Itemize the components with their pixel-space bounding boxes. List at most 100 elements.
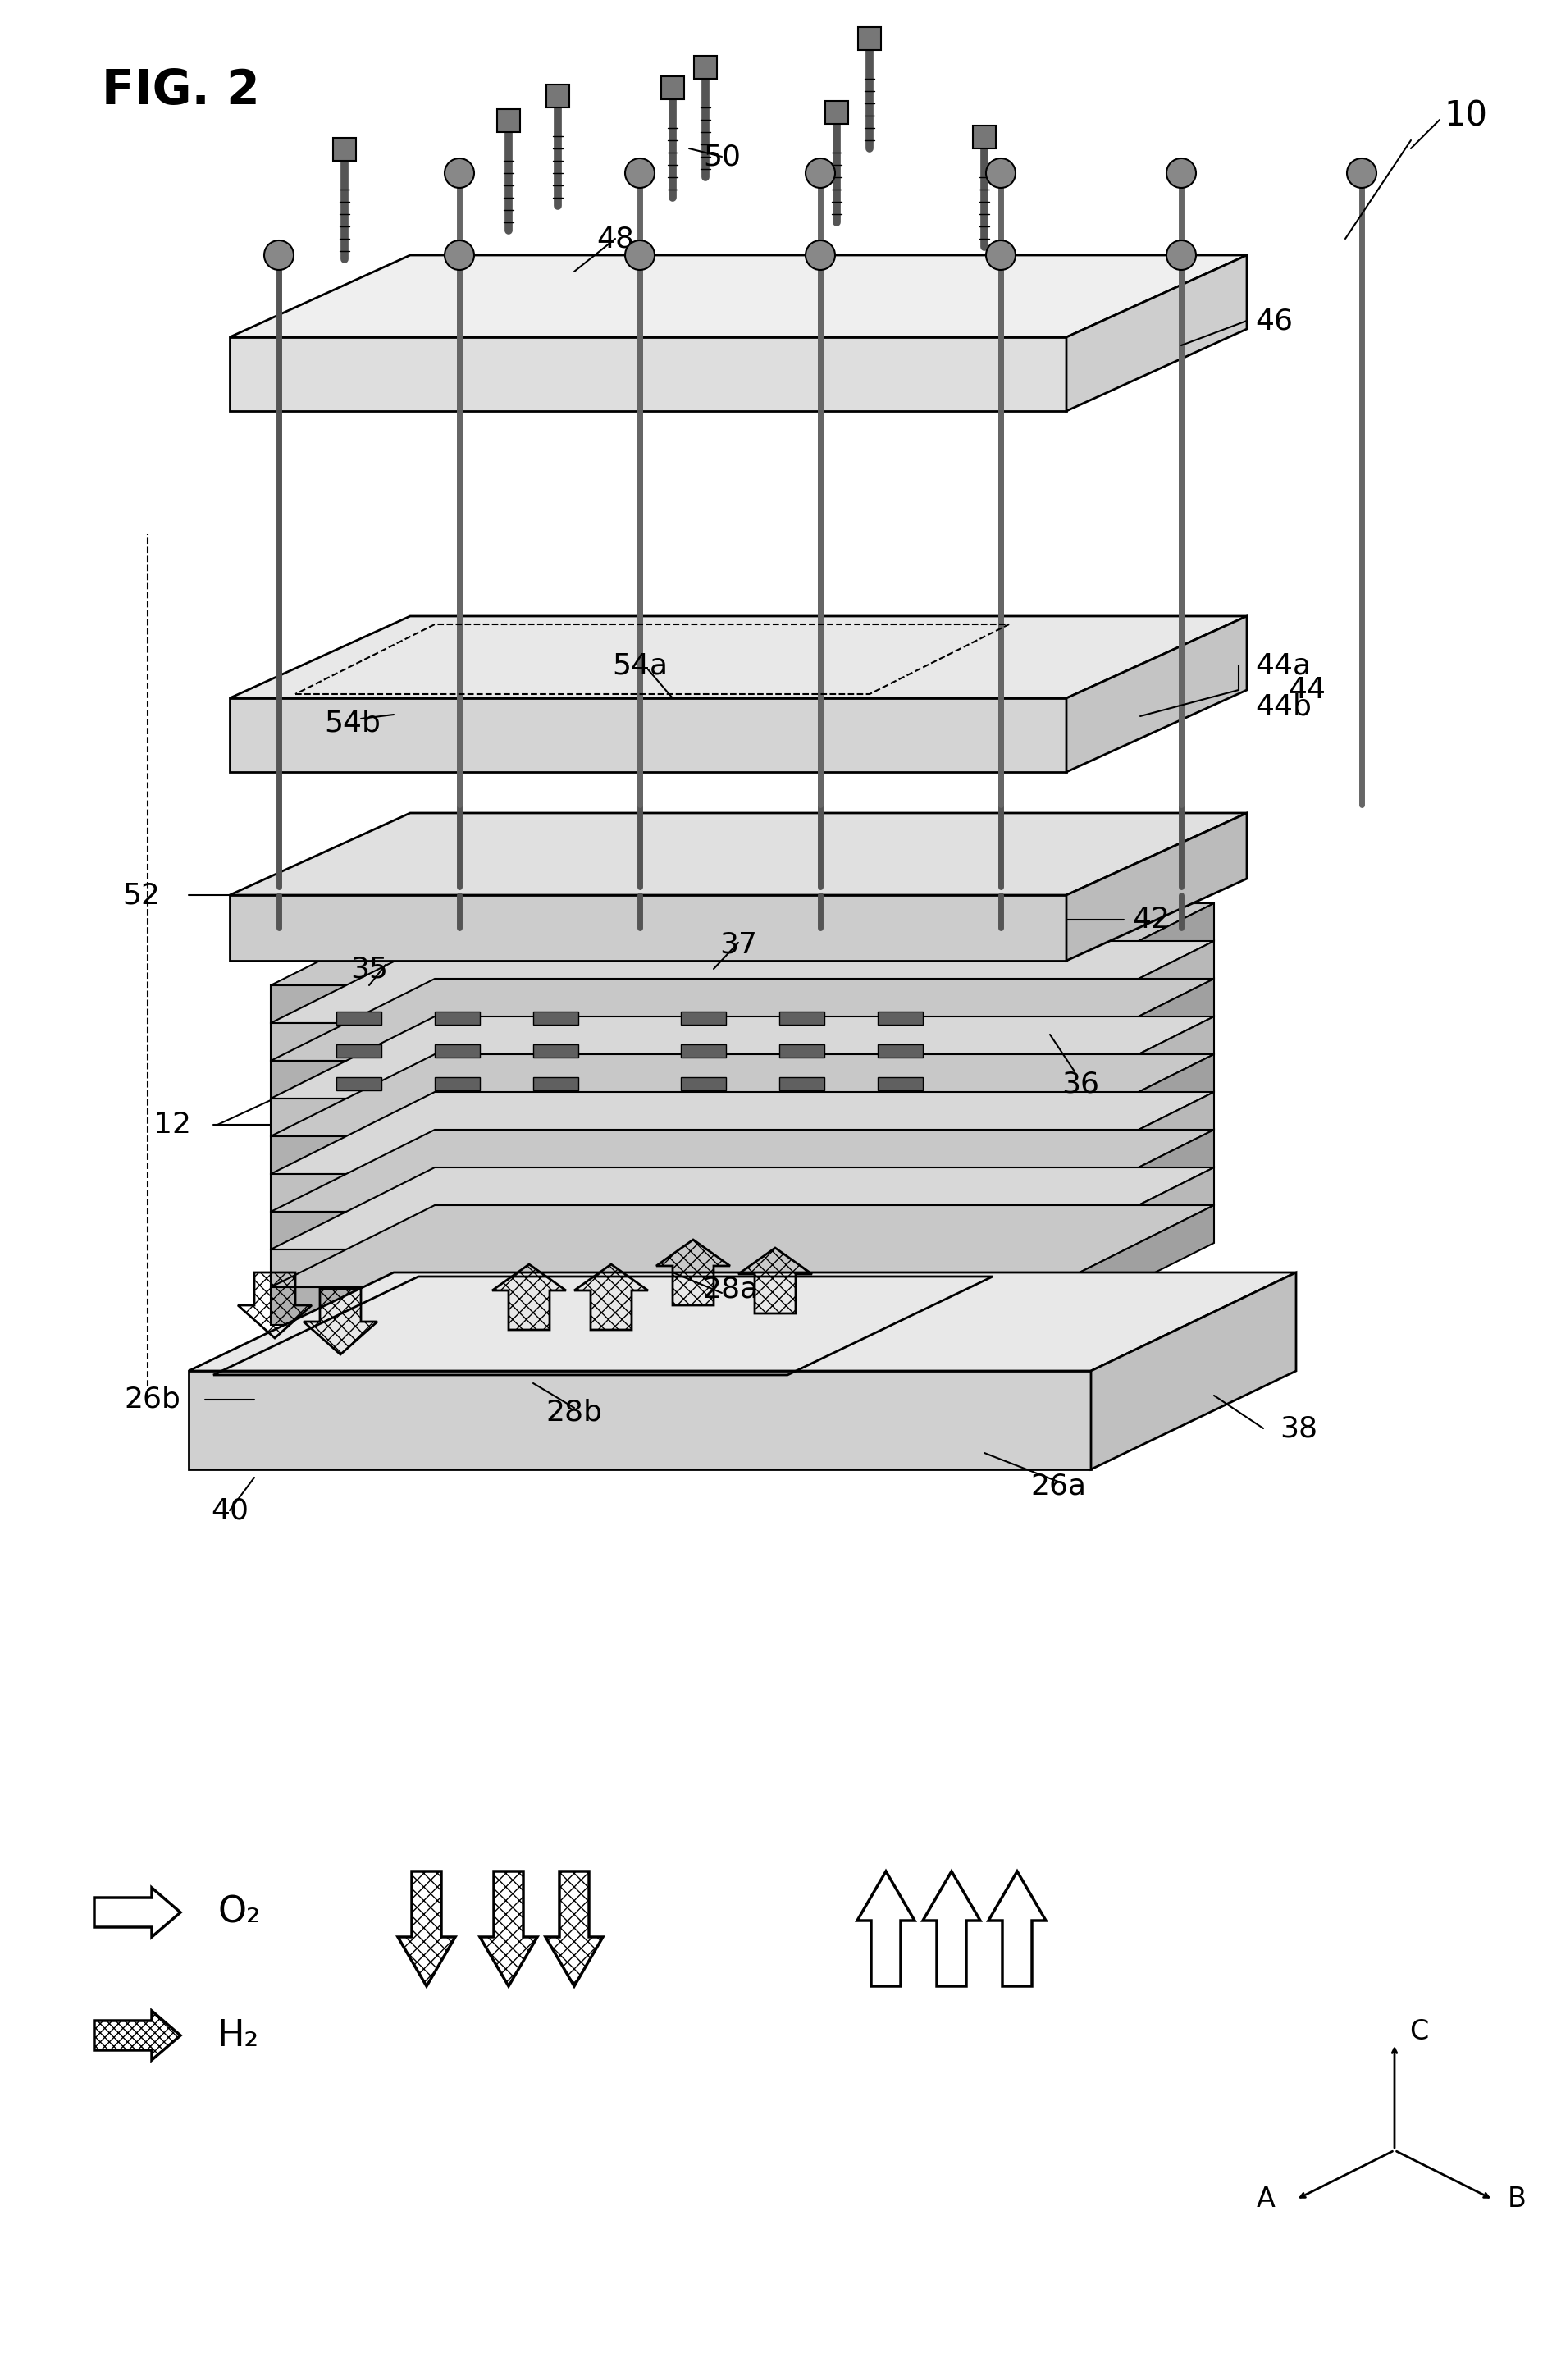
Text: 54a: 54a [611, 652, 667, 678]
Text: 44a: 44a [1256, 652, 1311, 678]
Text: H₂: H₂ [217, 2018, 259, 2054]
Polygon shape [1051, 1092, 1214, 1211]
Polygon shape [270, 978, 1214, 1061]
Polygon shape [270, 1130, 1214, 1211]
Text: 37: 37 [720, 931, 757, 959]
Bar [337, 1012, 382, 1026]
Bar [534, 1012, 579, 1026]
Text: 26b: 26b [124, 1385, 180, 1414]
Text: 26a: 26a [1031, 1471, 1086, 1499]
Circle shape [444, 159, 473, 188]
Circle shape [805, 159, 835, 188]
Text: 42: 42 [1131, 907, 1170, 933]
Circle shape [625, 159, 655, 188]
Polygon shape [1051, 904, 1214, 1023]
Polygon shape [1066, 814, 1246, 962]
Circle shape [625, 240, 655, 269]
Polygon shape [230, 697, 1066, 771]
Circle shape [986, 159, 1015, 188]
Bar [681, 1078, 726, 1090]
Text: 52: 52 [123, 881, 160, 909]
Polygon shape [1066, 616, 1246, 771]
Text: 44: 44 [1288, 676, 1325, 704]
Bar [878, 1078, 923, 1090]
Polygon shape [923, 1871, 981, 1987]
Bar [779, 1045, 824, 1057]
Text: 44b: 44b [1256, 693, 1311, 721]
Text: B: B [1507, 2185, 1527, 2213]
Circle shape [264, 240, 293, 269]
Text: A: A [1257, 2185, 1276, 2213]
Polygon shape [270, 1054, 1214, 1135]
Bar [497, 109, 520, 131]
Polygon shape [189, 1273, 1296, 1371]
Polygon shape [270, 1169, 1214, 1250]
Polygon shape [270, 1204, 1214, 1288]
Polygon shape [1051, 1204, 1214, 1326]
Polygon shape [857, 1871, 914, 1987]
Bar [334, 138, 355, 162]
Polygon shape [270, 1288, 1051, 1326]
Text: FIG. 2: FIG. 2 [101, 67, 259, 114]
Text: 10: 10 [1443, 98, 1487, 133]
Polygon shape [270, 1135, 1051, 1173]
Polygon shape [1051, 1054, 1214, 1173]
Bar [435, 1012, 480, 1026]
Circle shape [1167, 159, 1197, 188]
Text: 46: 46 [1256, 307, 1293, 336]
Polygon shape [270, 1061, 1051, 1100]
Bar [878, 1045, 923, 1057]
Bar [337, 1045, 382, 1057]
Polygon shape [1051, 940, 1214, 1061]
Bar [858, 26, 882, 50]
Bar [337, 1078, 382, 1090]
Polygon shape [270, 940, 1214, 1023]
Polygon shape [230, 895, 1066, 962]
Bar [546, 86, 570, 107]
Polygon shape [270, 904, 1214, 985]
Text: 28b: 28b [546, 1397, 602, 1426]
Text: 12: 12 [154, 1111, 191, 1138]
Bar [534, 1078, 579, 1090]
Bar [681, 1045, 726, 1057]
Text: 48: 48 [596, 224, 635, 252]
Text: 54b: 54b [324, 709, 380, 738]
Bar [779, 1078, 824, 1090]
Polygon shape [270, 1092, 1214, 1173]
Text: 38: 38 [1280, 1414, 1318, 1442]
Polygon shape [1066, 255, 1246, 412]
Text: 28a: 28a [702, 1276, 757, 1302]
Bar [826, 100, 849, 124]
Polygon shape [95, 1887, 180, 1937]
Bar [779, 1012, 824, 1026]
Bar [435, 1078, 480, 1090]
Polygon shape [1051, 978, 1214, 1100]
Text: 40: 40 [211, 1497, 248, 1523]
Circle shape [805, 240, 835, 269]
Polygon shape [270, 1023, 1051, 1061]
Bar [534, 1045, 579, 1057]
Bar [973, 126, 996, 148]
Bar [878, 1012, 923, 1026]
Polygon shape [270, 985, 1051, 1023]
Circle shape [444, 240, 473, 269]
Polygon shape [1051, 1016, 1214, 1135]
Polygon shape [189, 1371, 1091, 1468]
Polygon shape [1051, 1130, 1214, 1250]
Text: 36: 36 [1062, 1071, 1099, 1097]
Polygon shape [270, 1173, 1051, 1211]
Polygon shape [1091, 1273, 1296, 1468]
Circle shape [986, 240, 1015, 269]
Text: C: C [1409, 2018, 1428, 2044]
Polygon shape [270, 1016, 1214, 1100]
Bar [435, 1045, 480, 1057]
Polygon shape [270, 1100, 1051, 1135]
Bar [661, 76, 684, 100]
Polygon shape [989, 1871, 1046, 1987]
Circle shape [1167, 240, 1197, 269]
Polygon shape [270, 1211, 1051, 1250]
Polygon shape [230, 255, 1246, 338]
Bar [681, 1012, 726, 1026]
Polygon shape [230, 814, 1246, 895]
Text: 50: 50 [703, 143, 740, 171]
